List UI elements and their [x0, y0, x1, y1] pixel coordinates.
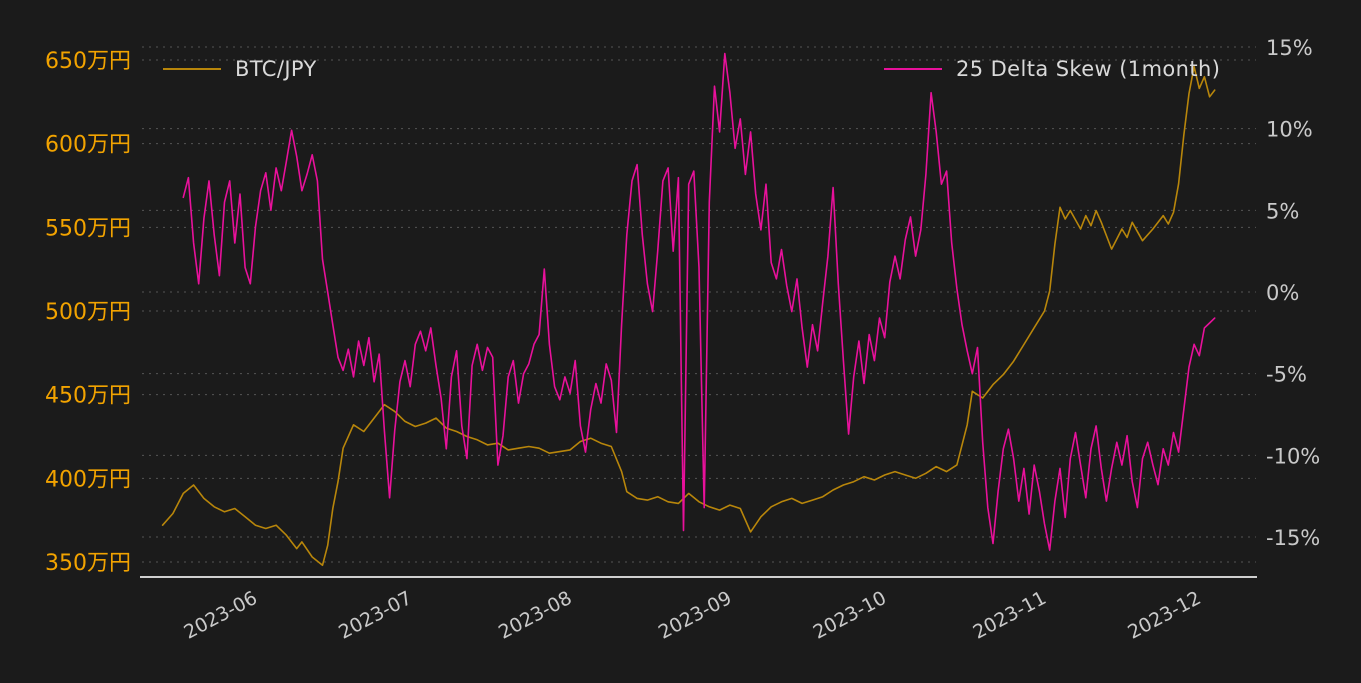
- y-axis-right-label: -15%: [1266, 526, 1320, 550]
- delta-skew-line: [182, 52, 1216, 551]
- x-axis-label: 2023-12: [1124, 587, 1204, 644]
- legend-item-delta-skew[interactable]: 25 Delta Skew (1month): [884, 57, 1220, 81]
- x-axis-label: 2023-07: [335, 587, 415, 644]
- y-axis-left-label: 650万円: [45, 49, 131, 74]
- y-axis-left-label: 500万円: [45, 300, 131, 325]
- y-axis-right-label: 5%: [1266, 199, 1299, 223]
- legend-item-btc-jpy[interactable]: BTC/JPY: [163, 57, 317, 81]
- x-axis-label: 2023-09: [655, 587, 735, 644]
- y-axis-right-label: 15%: [1266, 36, 1313, 60]
- x-axis-label: 2023-11: [970, 587, 1050, 644]
- x-axis-label: 2023-08: [495, 587, 575, 644]
- legend-label-btc-jpy: BTC/JPY: [235, 57, 317, 81]
- y-axis-right-label: -10%: [1266, 444, 1320, 468]
- y-axis-left-label: 550万円: [45, 216, 131, 241]
- y-axis-left-label: 450万円: [45, 384, 131, 409]
- btc-jpy-line: [161, 65, 1216, 567]
- y-axis-right-label: -5%: [1266, 363, 1307, 387]
- y-axis-left-label: 600万円: [45, 133, 131, 158]
- btc-jpy-line-swatch: [163, 68, 221, 70]
- x-axis-label: 2023-10: [810, 587, 890, 644]
- x-axis-label: 2023-06: [180, 587, 260, 644]
- delta-skew-line-swatch: [884, 68, 942, 70]
- y-axis-left-label: 400万円: [45, 467, 131, 492]
- y-axis-right-label: 10%: [1266, 118, 1313, 142]
- y-axis-right-label: 0%: [1266, 281, 1299, 305]
- legend-label-delta-skew: 25 Delta Skew (1month): [956, 57, 1221, 81]
- y-axis-left-label: 350万円: [45, 551, 131, 576]
